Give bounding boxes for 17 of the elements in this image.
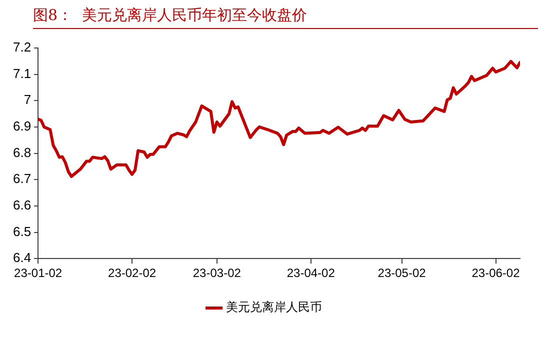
y-tick-label: 6.8	[12, 144, 32, 160]
x-tick-label: 23-06-02	[472, 266, 520, 280]
y-tick-label: 7.2	[12, 40, 32, 55]
y-tick-label: 6.5	[12, 224, 32, 239]
y-tick-label: 6.6	[12, 198, 32, 213]
x-tick-label: 23-04-02	[286, 266, 336, 280]
x-tick-label: 23-01-02	[14, 266, 62, 280]
legend-label: 美元兑离岸人民币	[226, 300, 322, 314]
y-tick-label: 6.4	[12, 250, 32, 266]
y-tick-label: 6.9	[12, 118, 32, 134]
chart-title: 图8： 美元兑离岸人民币年初至今收盘价	[33, 4, 538, 29]
x-tick-label: 23-05-02	[378, 266, 426, 280]
x-tick-label: 23-02-02	[108, 266, 156, 280]
y-tick-label: 6.7	[12, 171, 32, 186]
y-tick-label: 7.1	[12, 66, 32, 81]
y-tick-label: 7	[24, 92, 32, 108]
x-tick-label: 23-03-02	[192, 266, 242, 280]
